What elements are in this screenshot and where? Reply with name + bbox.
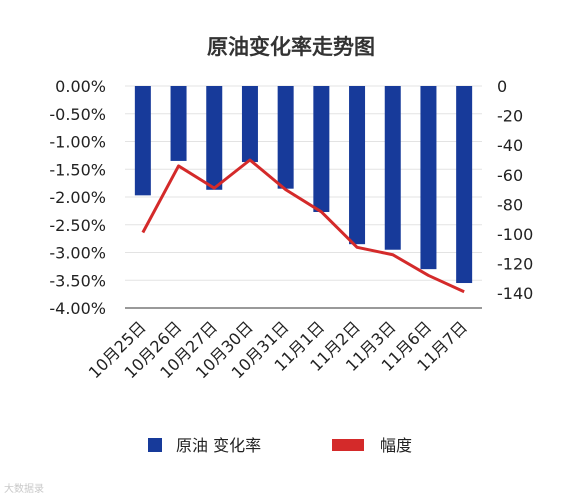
right-tick-label: -40	[497, 136, 523, 155]
bar-series	[134, 86, 473, 284]
bar	[170, 86, 187, 161]
legend-label-bar: 原油 变化率	[176, 436, 261, 455]
bar	[277, 86, 294, 189]
bar	[384, 86, 401, 250]
left-tick-label: -2.50%	[49, 216, 106, 235]
left-tick-label: 0.00%	[55, 77, 106, 96]
bar	[349, 86, 366, 245]
left-tick-label: -4.00%	[49, 299, 106, 318]
right-tick-label: -20	[497, 107, 523, 126]
bar	[241, 86, 258, 163]
left-axis: 0.00% -0.50% -1.00% -1.50% -2.00% -2.50% -3.00…	[49, 77, 106, 318]
right-tick-label: 0	[497, 77, 507, 96]
series-line	[141, 158, 465, 294]
right-tick-label: -120	[497, 255, 533, 274]
x-axis: 10月25日10月26日10月27日10月30日10月31日11月1日11月2日…	[85, 317, 471, 382]
left-tick-label: -3.00%	[49, 244, 106, 263]
left-tick-label: -2.00%	[49, 188, 106, 207]
left-tick-label: -1.00%	[49, 133, 106, 152]
bar	[420, 86, 437, 270]
right-tick-label: -100	[497, 225, 533, 244]
right-tick-label: -60	[497, 166, 523, 185]
watermark: 大数据录	[4, 484, 44, 495]
legend-swatch-bar	[148, 438, 162, 452]
line-series	[141, 158, 465, 294]
legend: 原油 变化率 幅度	[148, 436, 412, 455]
right-tick-label: -140	[497, 284, 533, 303]
chart-title: 原油变化率走势图	[207, 35, 375, 59]
right-axis: 0 -20 -40 -60 -80 -100 -120 -140	[497, 77, 533, 303]
right-tick-label: -80	[497, 195, 523, 214]
legend-swatch-line	[332, 439, 364, 451]
left-tick-label: -0.50%	[49, 105, 106, 124]
bar	[206, 86, 223, 190]
left-tick-label: -3.50%	[49, 271, 106, 290]
bar	[456, 86, 473, 284]
legend-label-line: 幅度	[380, 436, 412, 455]
bar	[313, 86, 330, 212]
bar	[134, 86, 151, 196]
left-tick-label: -1.50%	[49, 160, 106, 179]
